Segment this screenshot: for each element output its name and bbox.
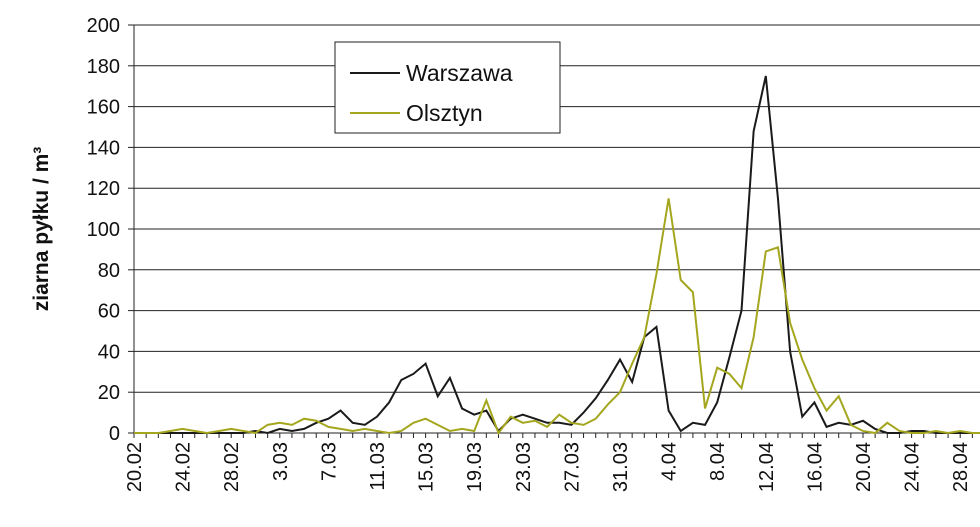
y-tick-label: 80	[98, 260, 120, 282]
x-tick-label: 24.02	[173, 442, 195, 492]
y-tick-label: 200	[87, 15, 120, 37]
x-tick-label: 28.02	[221, 442, 243, 492]
x-tick-label: 31.03	[610, 442, 632, 492]
y-tick-label: 180	[87, 56, 120, 78]
x-tick-label: 11.03	[367, 442, 389, 491]
x-tick-label: 4.04	[659, 442, 681, 481]
x-tick-label: 20.02	[124, 442, 146, 492]
y-tick-label: 60	[98, 301, 120, 323]
y-tick-label: 160	[87, 97, 120, 119]
x-tick-label: 19.03	[464, 442, 486, 492]
series-line	[134, 75, 980, 435]
legend-box	[334, 41, 561, 134]
series-line	[134, 198, 980, 436]
x-tick-label: 20.04	[853, 442, 875, 492]
x-tick-label: 24.04	[902, 442, 924, 492]
legend-label: Olsztyn	[406, 100, 483, 126]
y-tick-label: 40	[98, 341, 120, 363]
legend-label: Warszawa	[406, 60, 513, 86]
y-tick-label: 140	[87, 137, 120, 159]
x-tick-label: 27.03	[561, 442, 583, 492]
y-tick-label: 20	[98, 382, 120, 404]
x-tick-label: 12.04	[756, 442, 778, 492]
y-tick-label: 120	[87, 178, 120, 200]
x-tick-label: 8.04	[707, 442, 729, 481]
x-tick-label: 7.03	[318, 442, 340, 481]
y-tick-label: 100	[87, 219, 120, 241]
x-tick-label: 16.04	[804, 442, 826, 492]
x-tick-label: 23.03	[513, 442, 535, 492]
y-tick-label: 0	[109, 423, 120, 445]
x-tick-label: 15.03	[416, 442, 438, 492]
x-tick-label: 3.03	[270, 442, 292, 481]
y-axis-label: ziarna pyłku / m³	[30, 147, 53, 312]
x-tick-label: 28.04	[950, 442, 972, 492]
